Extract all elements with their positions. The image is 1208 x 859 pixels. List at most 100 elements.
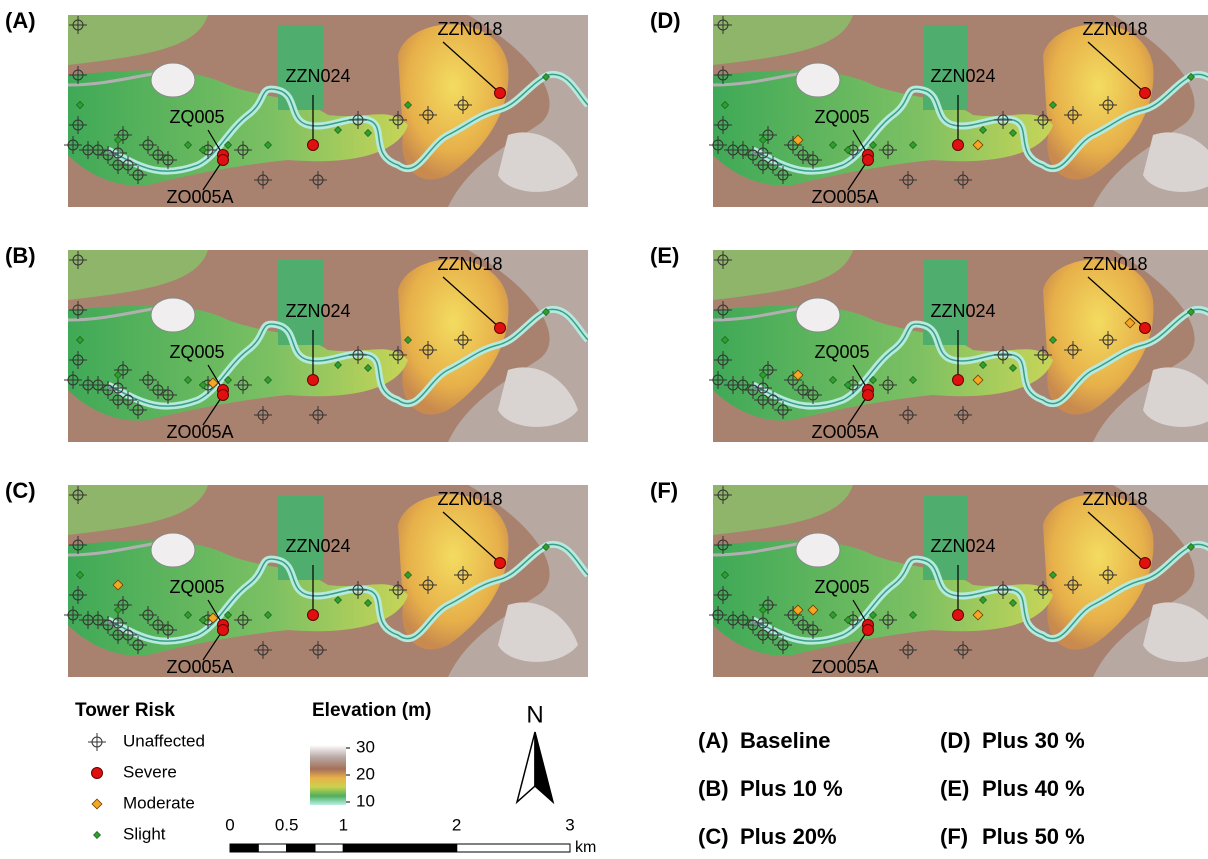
tower-label: ZO005A xyxy=(811,657,878,677)
panels: (A) ZZN018 ZZN024 ZQ005 ZO005A (B) ZZN018 ZZN02… xyxy=(5,8,1208,677)
severe-tower xyxy=(1140,88,1151,99)
elevation-title: Elevation (m) xyxy=(312,700,431,721)
tower-label: ZZN024 xyxy=(930,66,995,86)
severe-tower xyxy=(308,140,319,151)
tower-label: ZO005A xyxy=(811,422,878,442)
scale-tick-label: 1 xyxy=(339,815,348,834)
tower-label: ZO005A xyxy=(166,657,233,677)
severe-tower xyxy=(218,390,229,401)
severe-tower xyxy=(953,140,964,151)
tower-label: ZZN018 xyxy=(437,489,502,509)
tower-label: ZO005A xyxy=(811,187,878,207)
legend-item: Unaffected xyxy=(123,731,205,750)
map-panel: (F) ZZN018 ZZN024 ZQ005 ZO005A xyxy=(650,478,1208,677)
map-panel: (B) ZZN018 ZZN024 ZQ005 ZO005A xyxy=(5,243,588,442)
moderate-tower xyxy=(92,799,102,809)
panel-label: (A) xyxy=(5,8,36,33)
tower-label: ZZN018 xyxy=(437,19,502,39)
elevation-tick-label: 30 xyxy=(356,737,375,756)
figure: (A) ZZN018 ZZN024 ZQ005 ZO005A (B) ZZN018 ZZN02… xyxy=(0,0,1208,859)
scale-segment xyxy=(287,844,315,852)
legend-title: Tower Risk xyxy=(75,700,175,721)
tower-label: ZZN024 xyxy=(285,301,350,321)
scale-segment xyxy=(230,844,258,852)
map-panel: (C) ZZN018 ZZN024 ZQ005 ZO005A xyxy=(5,478,588,677)
scenario-name: Plus 40 % xyxy=(982,776,1085,801)
scale-tick-label: 0.5 xyxy=(275,815,299,834)
tower-label: ZQ005 xyxy=(169,342,224,362)
elevation-bar xyxy=(310,745,346,805)
severe-tower xyxy=(863,625,874,636)
tower-label: ZQ005 xyxy=(814,107,869,127)
severe-tower xyxy=(953,610,964,621)
scenario-label: (F) xyxy=(940,824,968,849)
tower-label: ZZN018 xyxy=(1082,489,1147,509)
panel-label: (C) xyxy=(5,478,36,503)
slight-tower xyxy=(93,831,100,838)
scenario-name: Plus 10 % xyxy=(740,776,843,801)
terrain xyxy=(68,15,588,207)
terrain xyxy=(68,485,588,677)
scale-segment xyxy=(343,844,456,852)
scenario-label: (A) xyxy=(698,728,729,753)
severe-tower xyxy=(1140,323,1151,334)
scenario-label: (E) xyxy=(940,776,969,801)
severe-tower xyxy=(1140,558,1151,569)
scale-tick-label: 3 xyxy=(565,815,574,834)
north-arrow xyxy=(535,732,553,802)
scale-segment xyxy=(258,844,286,852)
scale-tick-label: 2 xyxy=(452,815,461,834)
scale-segment xyxy=(457,844,570,852)
tower-label: ZQ005 xyxy=(814,577,869,597)
severe-tower xyxy=(92,768,103,779)
legend-item: Severe xyxy=(123,762,177,781)
elevation-tick-label: 20 xyxy=(356,764,375,783)
tower-label: ZZN024 xyxy=(930,301,995,321)
scale-unit: km xyxy=(575,839,596,856)
legend-item: Moderate xyxy=(123,793,195,812)
scenario-name: Plus 50 % xyxy=(982,824,1085,849)
map-panel: (D) ZZN018 ZZN024 ZQ005 ZO005A xyxy=(650,8,1208,207)
scale-tick-label: 0 xyxy=(225,815,234,834)
terrain xyxy=(68,250,588,442)
tower-label: ZZN018 xyxy=(437,254,502,274)
panel-label: (E) xyxy=(650,243,679,268)
tower-label: ZQ005 xyxy=(169,577,224,597)
panel-label: (D) xyxy=(650,8,681,33)
tower-label: ZZN018 xyxy=(1082,254,1147,274)
severe-tower xyxy=(218,155,229,166)
map-panel: (A) ZZN018 ZZN024 ZQ005 ZO005A xyxy=(5,8,588,207)
tower-label: ZO005A xyxy=(166,422,233,442)
tower-label: ZQ005 xyxy=(169,107,224,127)
panel-label: (F) xyxy=(650,478,678,503)
tower-label: ZO005A xyxy=(166,187,233,207)
tower-label: ZZN024 xyxy=(930,536,995,556)
scenario-name: Plus 20% xyxy=(740,824,837,849)
severe-tower xyxy=(953,375,964,386)
map-panel: (E) ZZN018 ZZN024 ZQ005 ZO005A xyxy=(650,243,1208,442)
legend-item: Slight xyxy=(123,824,166,843)
legend: Tower Risk Elevation (m) N Unaffected Sev… xyxy=(75,700,1085,856)
tower-label: ZZN018 xyxy=(1082,19,1147,39)
severe-tower xyxy=(863,390,874,401)
elevation-tick-label: 10 xyxy=(356,791,375,810)
tower-label: ZZN024 xyxy=(285,66,350,86)
north-label: N xyxy=(526,701,543,728)
severe-tower xyxy=(495,323,506,334)
severe-tower xyxy=(308,610,319,621)
scenario-label: (D) xyxy=(940,728,971,753)
scenario-name: Plus 30 % xyxy=(982,728,1085,753)
scenario-name: Baseline xyxy=(740,728,831,753)
tower-label: ZZN024 xyxy=(285,536,350,556)
scenario-label: (C) xyxy=(698,824,729,849)
severe-tower xyxy=(308,375,319,386)
tower-label: ZQ005 xyxy=(814,342,869,362)
panel-label: (B) xyxy=(5,243,36,268)
severe-tower xyxy=(863,155,874,166)
scale-segment xyxy=(315,844,343,852)
severe-tower xyxy=(495,558,506,569)
scenario-label: (B) xyxy=(698,776,729,801)
unaffected-tower xyxy=(88,733,106,751)
severe-tower xyxy=(495,88,506,99)
north-arrow xyxy=(517,732,535,802)
